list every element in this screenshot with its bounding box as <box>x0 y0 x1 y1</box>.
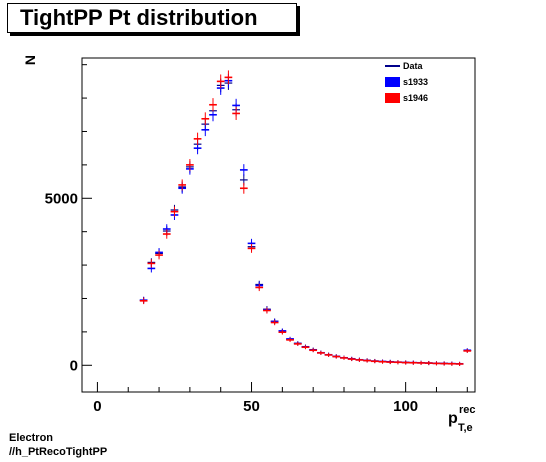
y-tick-label: 5000 <box>45 190 78 207</box>
data-marks <box>139 70 472 366</box>
legend-swatch-s1933 <box>385 77 400 87</box>
legend-swatch-s1946 <box>385 93 400 103</box>
chart-title: TightPP Pt distribution <box>20 5 258 30</box>
x-axis-label-superscript: rec <box>459 404 476 416</box>
footer-category: Electron <box>9 432 54 444</box>
series-s1933 <box>139 73 472 366</box>
x-tick-label: 100 <box>393 398 418 415</box>
axes: 0 50 100 0 5000 Np rec T,e <box>22 55 476 434</box>
series-s1946 <box>139 70 472 366</box>
plot-frame <box>81 57 476 393</box>
series-data <box>139 76 472 366</box>
legend-label-s1933: s1933 <box>403 77 428 87</box>
chart-title-box: TightPP Pt distribution <box>7 3 297 33</box>
legend-label-data: Data <box>403 61 424 71</box>
x-axis-label-subscript: T,e <box>458 422 473 434</box>
x-axis-label: p <box>448 410 458 427</box>
legend: Data s1933 s1946 <box>385 61 428 103</box>
x-tick-label: 0 <box>93 398 101 415</box>
x-tick-label: 50 <box>243 398 260 415</box>
y-axis-label: N <box>22 55 38 65</box>
footer-histogram-path: //h_PtRecoTightPP <box>9 446 108 458</box>
y-tick-label: 0 <box>70 357 78 374</box>
legend-label-s1946: s1946 <box>403 93 428 103</box>
